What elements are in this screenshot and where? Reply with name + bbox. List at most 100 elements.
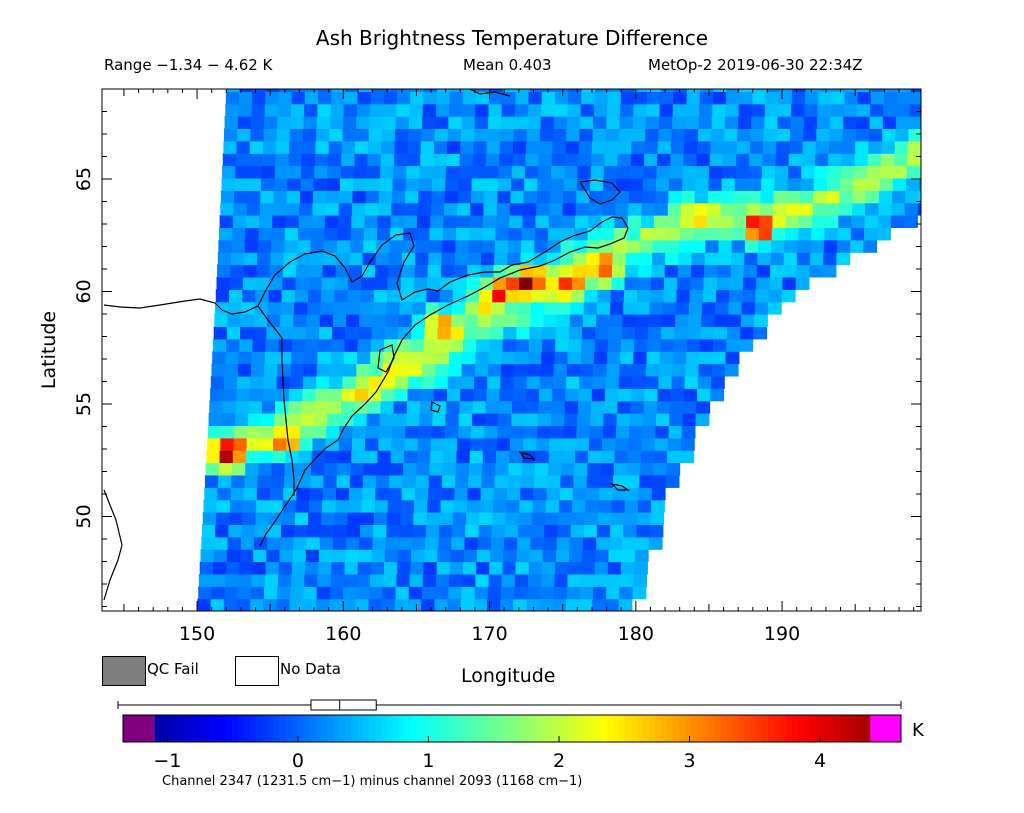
heatmap-cell [331,561,346,575]
heatmap-cell [497,425,512,439]
heatmap-cell [864,215,879,228]
heatmap-cell [513,128,528,142]
heatmap-cell [479,512,493,525]
heatmap-cell [299,190,314,204]
heatmap-cell [502,338,517,352]
colorbar-segment [422,715,430,742]
heatmap-cell [615,202,629,216]
heatmap-cell [256,499,270,513]
colorbar-segment [196,715,203,742]
heatmap-cell [208,413,223,426]
heatmap-cell [755,289,770,303]
heatmap-cell [279,549,294,563]
heatmap-cell [761,177,775,191]
heatmap-cell [445,177,460,191]
heatmap-cell [338,450,352,464]
heatmap-cell [431,190,446,204]
heatmap-cell [855,140,869,154]
heatmap-cell [449,561,464,575]
heatmap-cell [639,474,654,488]
heatmap-cell [593,351,608,365]
heatmap-cell [822,264,837,278]
heatmap-cell [303,363,318,377]
heatmap-cell [491,301,506,315]
heatmap-cell [638,487,653,501]
heatmap-cell [468,474,482,488]
heatmap-cell [642,425,656,439]
heatmap-cell [498,165,513,179]
heatmap-cell [504,314,518,327]
heatmap-cell [401,499,415,513]
heatmap-cell [213,549,228,563]
heatmap-cell [620,103,634,117]
heatmap-cell [457,202,471,216]
heatmap-cell [474,586,489,600]
heatmap-cell [599,474,614,488]
heatmap-cell [629,177,644,191]
heatmap-cell [813,190,827,204]
heatmap-cell [579,586,594,600]
heatmap-cell [315,140,330,154]
heatmap-cell [649,524,664,538]
heatmap-cell [922,128,936,141]
heatmap-cell [574,462,589,476]
heatmap-cell [576,190,591,204]
heatmap-cell [229,512,243,525]
heatmap-cell [319,536,334,550]
heatmap-cell [448,116,463,129]
heatmap-cell [424,549,439,563]
heatmap-cell [365,190,380,204]
heatmap-cell [700,89,714,92]
heatmap-cell [510,425,525,439]
colorbar-segment [321,715,328,742]
heatmap-cell [595,549,610,563]
heatmap-cell [909,103,921,117]
heatmap-cell [611,276,626,290]
heatmap-cell [230,264,245,278]
heatmap-cell [539,388,553,402]
heatmap-cell [754,301,769,315]
heatmap-cell [488,351,503,365]
colorbar-segment [392,715,400,742]
heatmap-cell [542,549,557,563]
heatmap-cell [686,91,701,105]
heatmap-cell [454,264,468,278]
heatmap-cell [334,289,349,303]
heatmap-cell [596,524,611,538]
heatmap-cell [481,239,496,253]
heatmap-cell [397,549,412,563]
heatmap-cell [731,252,745,266]
heatmap-cell [534,462,549,476]
heatmap-cell [528,573,542,587]
heatmap-cell [435,103,450,117]
heatmap-cell [377,227,391,241]
heatmap-cell [484,177,499,191]
heatmap-cell [290,116,305,129]
heatmap-cell [657,153,671,167]
heatmap-cell [243,487,258,501]
heatmap-cell [633,103,648,117]
heatmap-cell [482,215,497,228]
heatmap-cell [447,388,461,402]
heatmap-cell [668,425,683,439]
heatmap-cell [605,140,619,154]
colorbar-segment [720,715,728,742]
heatmap-cell [563,425,578,439]
heatmap-cell [427,276,441,290]
colorbar-tick-label: −1 [153,750,181,772]
heatmap-cell [562,437,577,451]
heatmap-cell [665,252,680,266]
heatmap-cell [523,425,538,439]
heatmap-cell [507,474,522,488]
heatmap-cell [593,586,607,600]
heatmap-cell [702,301,716,315]
heatmap-cell [509,215,523,228]
heatmap-cell [379,425,393,439]
colorbar-segment [744,715,752,742]
heatmap-cell [670,400,684,414]
heatmap-cell [505,289,520,303]
heatmap-cell [696,400,711,414]
heatmap-cell [740,314,755,327]
colorbar-segment [768,715,775,742]
heatmap-cell [254,524,269,538]
